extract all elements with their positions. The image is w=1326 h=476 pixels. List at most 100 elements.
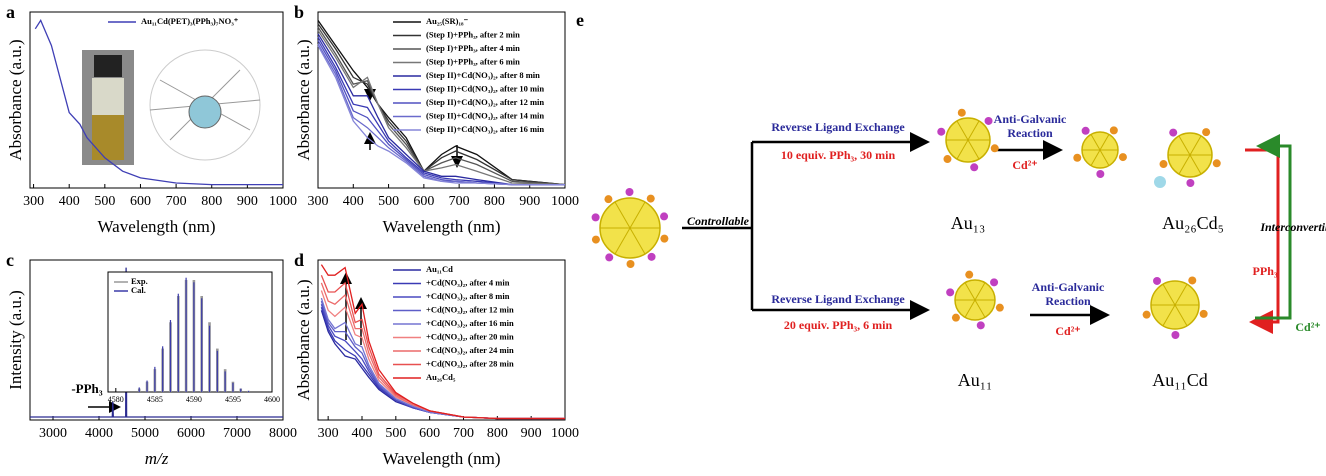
- x-tick-label: 400: [351, 426, 372, 441]
- x-tick-label: 700: [453, 426, 474, 441]
- legend-label: +Cd(NO₃)₂, after 8 min: [426, 291, 510, 301]
- ligand-icon: [990, 278, 999, 287]
- photo-vial: [82, 50, 134, 165]
- legend-label: (Step I)+PPh₃, after 4 min: [426, 43, 520, 53]
- ligand-icon: [970, 163, 979, 172]
- ligand-icon: [957, 108, 966, 117]
- ligand-icon: [990, 144, 999, 153]
- x-tick-label: 800: [484, 194, 505, 209]
- legend-label: (Step II)+Cd(NO₃)₂, after 8 min: [426, 70, 540, 80]
- ligand-icon: [1109, 126, 1118, 135]
- legend-label: (Step I)+PPh₃, after 6 min: [426, 56, 520, 66]
- cluster-bond: [1178, 154, 1191, 175]
- x-tick-label: 4595: [225, 395, 241, 404]
- step-label: Anti-Galvanic: [994, 112, 1067, 126]
- cluster-bond: [629, 201, 646, 229]
- ligand-icon: [646, 194, 655, 203]
- x-tick-label: 500: [378, 194, 399, 209]
- link-label: Interconvertible: [1259, 220, 1326, 234]
- x-tick-label: 4585: [147, 395, 163, 404]
- x-tick-label: 1000: [269, 194, 297, 209]
- legend-label: +Cd(NO₃)₂, after 28 min: [426, 358, 514, 368]
- ligand-icon: [1202, 128, 1211, 137]
- ligand-icon: [943, 155, 952, 164]
- ligand-icon: [1081, 126, 1090, 135]
- step-label: Reaction: [1007, 126, 1053, 140]
- legend-label: Au₁₁Cd(PET)₃(PPh₃)₇NO₃⁺: [141, 16, 239, 26]
- link-condition: PPh₃: [1253, 264, 1278, 278]
- condition: Cd²⁺: [1012, 158, 1037, 172]
- link-condition: Cd²⁺: [1295, 320, 1320, 334]
- cluster-bond: [967, 139, 980, 160]
- cluster-bond: [1162, 283, 1176, 306]
- scheme: e Controllable Reverse Ligand Exchange 1…: [576, 10, 1326, 390]
- ligand-icon: [647, 252, 656, 261]
- panel-label: d: [294, 250, 304, 270]
- x-tick-label: 3000: [39, 426, 67, 441]
- plot-frame: [29, 259, 284, 421]
- legend-label: +Cd(NO₃)₂, after 4 min: [426, 277, 510, 287]
- structure-image: [149, 49, 261, 161]
- ligand-icon: [591, 235, 600, 244]
- x-tick-label: 1000: [551, 426, 579, 441]
- x-tick-label: 800: [487, 426, 508, 441]
- legend-label: (Step II)+Cd(NO₃)₂, after 14 min: [426, 110, 544, 120]
- series-line: [317, 26, 566, 186]
- legend-label: +Cd(NO₃)₂, after 12 min: [426, 304, 514, 314]
- ligand-icon: [1159, 160, 1168, 169]
- cluster-bond: [1174, 304, 1188, 327]
- cluster-bond: [1090, 149, 1101, 166]
- x-tick-label: 4580: [108, 395, 124, 404]
- start-label: Controllable: [687, 214, 750, 228]
- x-tick-label: 5000: [131, 426, 159, 441]
- cluster-bond: [1090, 134, 1101, 151]
- x-tick-label: 500: [94, 194, 115, 209]
- legend-label: Au₂₅(SR)₁₈⁻: [426, 16, 469, 26]
- x-axis-label: Wavelength (nm): [382, 449, 500, 468]
- x-tick-label: 8000: [269, 426, 297, 441]
- legend-label: +Cd(NO₃)₂, after 16 min: [426, 318, 514, 328]
- x-tick-label: 400: [343, 194, 364, 209]
- legend-label: (Step I)+PPh₃, after 2 min: [426, 29, 520, 39]
- x-tick-label: 900: [237, 194, 258, 209]
- series-line: [317, 20, 566, 186]
- product-label: Au₁₁Cd: [1152, 370, 1208, 390]
- condition: Cd²⁺: [1055, 324, 1080, 338]
- cluster-bond: [1189, 154, 1202, 175]
- ligand-icon: [604, 195, 613, 204]
- y-axis-label: Intensity (a.u.): [6, 290, 25, 390]
- ligand-icon: [625, 188, 634, 197]
- legend-label: Exp.: [131, 276, 148, 286]
- legend-label: (Step II)+Cd(NO₃)₂, after 10 min: [426, 83, 544, 93]
- plot-frame: [317, 259, 566, 421]
- cluster-bond: [629, 227, 646, 255]
- step-label: Reaction: [1045, 294, 1091, 308]
- ligand-icon: [1142, 310, 1151, 319]
- ligand-icon: [1153, 276, 1162, 285]
- cluster-bond: [1099, 134, 1110, 151]
- step-label: Reverse Ligand Exchange: [771, 292, 905, 306]
- ligand-icon: [937, 127, 946, 136]
- series-line: [317, 23, 566, 186]
- panel-label: e: [576, 10, 584, 30]
- ligand-icon: [1188, 276, 1197, 285]
- condition: 20 equiv. PPh₃, 6 min: [784, 318, 893, 332]
- ligand-icon: [1199, 309, 1208, 318]
- annotation: -PPh₃: [71, 381, 102, 396]
- x-tick-label: 1000: [551, 194, 579, 209]
- x-tick-label: 800: [201, 194, 222, 209]
- x-tick-label: 400: [59, 194, 80, 209]
- legend-label: Au₂₆Cd₅: [426, 372, 456, 382]
- ligand-icon: [1186, 178, 1195, 187]
- series-line: [317, 45, 565, 186]
- cluster-bond: [614, 201, 631, 229]
- plot-frame: [107, 271, 273, 393]
- x-tick-label: 300: [308, 194, 329, 209]
- cluster-bond: [964, 299, 976, 318]
- ligand-icon: [995, 303, 1004, 312]
- x-tick-label: 4590: [186, 395, 202, 404]
- ligand-icon: [1073, 153, 1082, 162]
- x-tick-label: 900: [521, 426, 542, 441]
- series-line: [30, 267, 283, 418]
